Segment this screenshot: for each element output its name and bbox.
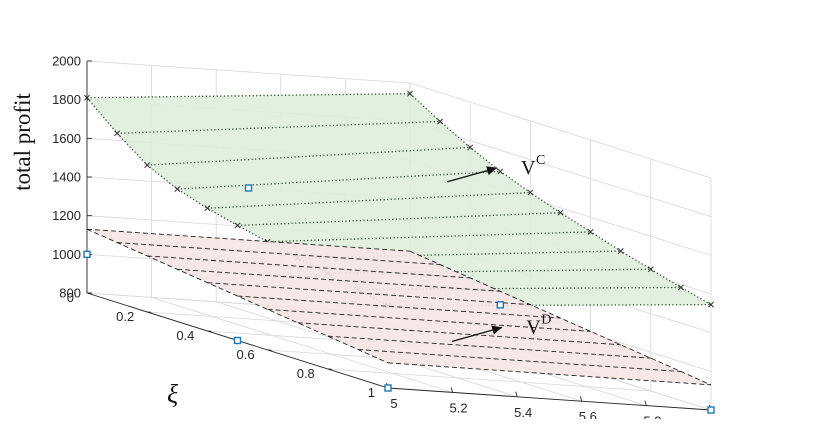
highlight-marker (385, 385, 391, 391)
back-wall-grid-line (87, 61, 410, 83)
xi-tick-label: 0 (67, 290, 74, 305)
xi-tick-label: 1 (368, 385, 375, 400)
xi-tick-label: 0.6 (237, 347, 255, 362)
xi-tick-label: 0.8 (297, 366, 315, 381)
z-tick-label: 1400 (52, 170, 81, 185)
series-0-label: V (521, 157, 536, 179)
z-axis-title: total profit (10, 93, 35, 191)
t-tick-label: 5.4 (514, 405, 532, 419)
z-tick-label: 1000 (52, 247, 81, 262)
z-tick-label: 2000 (52, 54, 81, 69)
series-1-label: V (526, 316, 541, 338)
z-tick-label: 1600 (52, 131, 81, 146)
xi-axis-title: ξ (167, 379, 179, 408)
highlight-marker (708, 407, 714, 413)
series-1-label-superscript: D (541, 312, 551, 327)
t-tick-label: 5.6 (579, 409, 597, 419)
highlight-marker (235, 338, 241, 344)
xi-tick-label: 0.2 (116, 309, 134, 324)
t-tick-label: 5.8 (643, 414, 661, 419)
highlight-marker (497, 302, 503, 308)
xi-tick-label: 0.4 (176, 328, 194, 343)
series-0-label-superscript: C (536, 153, 545, 168)
highlight-marker (246, 185, 252, 191)
highlight-marker (84, 251, 90, 257)
t-tick-label: 5 (390, 396, 397, 411)
t-tick-label: 5.2 (450, 400, 468, 415)
z-tick-label: 1800 (52, 92, 81, 107)
z-tick-label: 1200 (52, 208, 81, 223)
